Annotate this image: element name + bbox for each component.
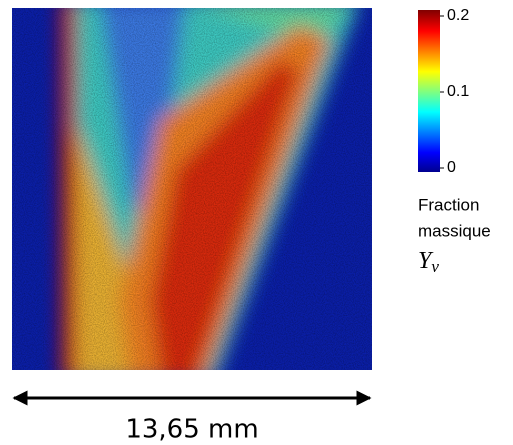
colorbar-tick-label: 0 (447, 159, 456, 176)
colorbar-label: massique (418, 221, 491, 240)
colorbar (418, 10, 440, 172)
subscript: v (431, 257, 439, 276)
colorbar-symbol: Yv (418, 248, 439, 276)
colorbar-label: Fraction (418, 195, 479, 214)
concentration-image (12, 8, 372, 370)
scale-label: 13,65 mm (125, 415, 258, 445)
symbol: Y (418, 248, 434, 274)
colorbar-tick-label: 0.1 (447, 83, 469, 100)
colorbar-tick-label: 0.2 (447, 7, 469, 24)
